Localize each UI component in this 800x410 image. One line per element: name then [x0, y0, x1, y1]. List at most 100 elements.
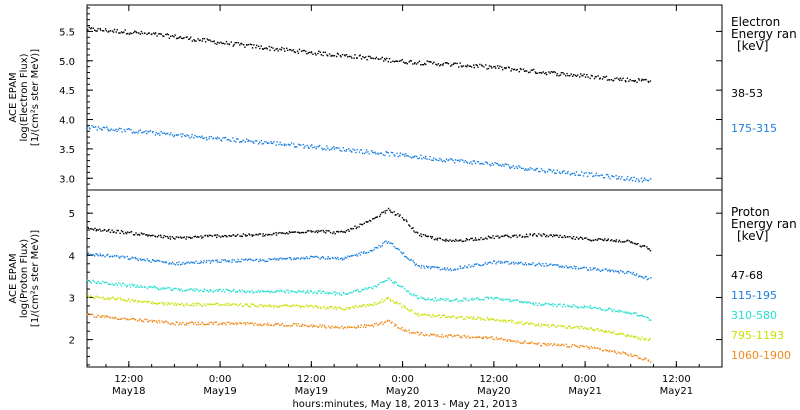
proton-data-point: [310, 290, 313, 293]
proton-data-point: [424, 234, 426, 236]
electron-data-point: [593, 77, 596, 80]
proton-data-point: [523, 323, 525, 325]
proton-data-point: [310, 230, 312, 232]
proton-data-point: [195, 324, 198, 326]
proton-data-point: [97, 314, 99, 316]
proton-series-310-580: [86, 277, 652, 321]
proton-data-point: [538, 302, 540, 305]
electron-data-point: [513, 68, 515, 70]
proton-data-point: [489, 237, 492, 239]
proton-data-point: [498, 319, 500, 321]
proton-data-point: [317, 230, 319, 232]
proton-data-point: [422, 297, 425, 299]
proton-data-point: [644, 316, 646, 318]
electron-data-point: [512, 165, 514, 167]
proton-data-point: [583, 305, 586, 307]
proton-data-point: [185, 324, 187, 326]
proton-data-point: [447, 298, 449, 300]
proton-data-point: [311, 305, 313, 307]
proton-data-point: [525, 236, 527, 238]
electron-data-point: [327, 55, 329, 57]
proton-data-point: [183, 236, 186, 238]
proton-data-point: [488, 319, 490, 321]
proton-data-point: [200, 261, 202, 264]
proton-data-point: [287, 233, 289, 235]
proton-data-point: [468, 337, 471, 339]
electron-data-point: [563, 170, 565, 172]
proton-data-point: [285, 304, 288, 306]
proton-data-point: [260, 303, 262, 306]
proton-data-point: [460, 267, 462, 270]
electron-data-point: [473, 66, 475, 69]
proton-data-point: [118, 256, 120, 258]
proton-data-point: [132, 285, 135, 287]
proton-data-point: [502, 299, 505, 301]
proton-data-point: [624, 311, 627, 313]
electron-data-point: [493, 66, 495, 68]
electron-data-point: [552, 169, 555, 171]
proton-data-point: [228, 260, 231, 262]
proton-data-point: [454, 268, 456, 270]
electron-data-point: [265, 47, 267, 49]
proton-data-point: [445, 316, 447, 319]
proton-data-point: [483, 238, 485, 240]
proton-data-point: [457, 300, 459, 302]
proton-data-point: [109, 297, 111, 300]
proton-data-point: [647, 278, 650, 280]
proton-data-point: [357, 325, 359, 327]
proton-data-point: [313, 256, 316, 258]
proton-data-point: [511, 321, 513, 324]
electron-data-point: [310, 52, 312, 54]
electron-data-point: [255, 47, 257, 49]
proton-data-point: [144, 318, 146, 320]
electron-data-point: [208, 138, 210, 140]
electron-data-point: [574, 174, 576, 176]
proton-data-point: [95, 295, 98, 298]
proton-data-point: [237, 258, 239, 261]
proton-data-point: [329, 257, 331, 260]
proton-data-point: [418, 334, 420, 336]
proton-data-point: [548, 326, 550, 329]
electron-data-point: [460, 158, 462, 161]
proton-data-point: [572, 304, 575, 306]
proton-data-point: [462, 267, 464, 269]
electron-data-point: [249, 43, 252, 45]
proton-data-point: [518, 341, 520, 343]
proton-data-point: [480, 299, 482, 301]
proton-data-point: [167, 237, 170, 239]
proton-data-point: [282, 304, 285, 306]
proton-data-point: [555, 234, 557, 236]
proton-data-point: [134, 319, 137, 321]
proton-data-point: [94, 227, 96, 230]
proton-data-point: [583, 266, 585, 269]
proton-data-point: [598, 330, 600, 332]
proton-data-point: [130, 258, 132, 260]
electron-data-point: [379, 152, 382, 154]
proton-data-point: [218, 235, 220, 237]
proton-data-point: [400, 251, 402, 253]
proton-data-point: [87, 226, 89, 229]
proton-data-point: [134, 299, 137, 302]
electron-data-point: [490, 65, 492, 68]
electron-y-tick-label: 4.5: [59, 86, 75, 97]
proton-data-point: [355, 327, 358, 329]
proton-data-point: [328, 257, 330, 260]
proton-data-point: [381, 281, 383, 283]
proton-data-point: [538, 262, 540, 264]
proton-data-point: [147, 260, 149, 262]
proton-data-point: [337, 327, 340, 329]
proton-data-point: [178, 303, 180, 306]
x-tick-date-label: May18: [112, 386, 145, 397]
electron-data-point: [645, 78, 647, 81]
proton-data-point: [583, 307, 585, 309]
proton-data-point: [267, 322, 269, 324]
proton-data-point: [371, 250, 373, 252]
electron-data-point: [275, 144, 277, 146]
proton-data-point: [180, 323, 183, 325]
proton-data-point: [235, 291, 237, 293]
proton-data-point: [114, 298, 116, 300]
electron-data-point: [565, 75, 567, 77]
proton-data-point: [342, 308, 344, 311]
proton-data-point: [450, 316, 452, 318]
proton-data-point: [576, 306, 578, 308]
